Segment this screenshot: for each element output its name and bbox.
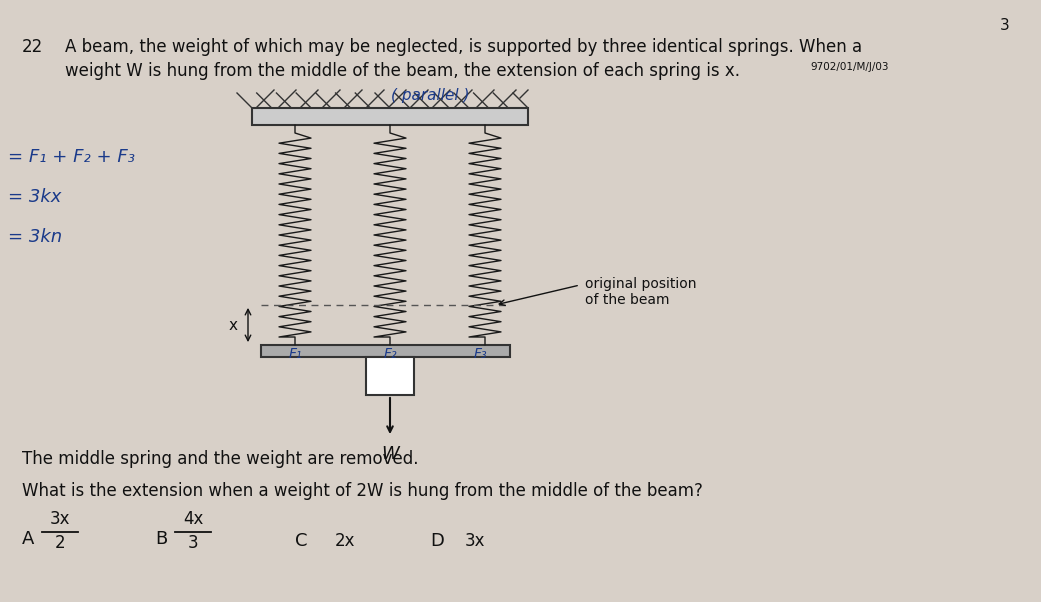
FancyBboxPatch shape	[252, 108, 528, 125]
Text: B: B	[155, 530, 168, 548]
Text: F₁: F₁	[288, 347, 302, 361]
Text: 3x: 3x	[50, 510, 70, 528]
Text: 2: 2	[55, 534, 66, 552]
Text: 22: 22	[22, 38, 44, 56]
Text: F₃: F₃	[474, 347, 487, 361]
Text: weight W is hung from the middle of the beam, the extension of each spring is x.: weight W is hung from the middle of the …	[65, 62, 740, 80]
Bar	[366, 357, 414, 395]
Text: 3: 3	[1000, 18, 1010, 33]
Text: What is the extension when a weight of 2W is hung from the middle of the beam?: What is the extension when a weight of 2…	[22, 482, 703, 500]
Text: 9702/01/M/J/03: 9702/01/M/J/03	[810, 62, 889, 72]
Text: = 3kx: = 3kx	[8, 188, 61, 206]
Text: 3x: 3x	[465, 532, 485, 550]
Text: = F₁ + F₂ + F₃: = F₁ + F₂ + F₃	[8, 148, 135, 166]
Text: D: D	[430, 532, 443, 550]
Text: 2x: 2x	[335, 532, 355, 550]
Text: 3: 3	[187, 534, 199, 552]
Text: original position
of the beam: original position of the beam	[585, 277, 696, 307]
Text: A beam, the weight of which may be neglected, is supported by three identical sp: A beam, the weight of which may be negle…	[65, 38, 862, 56]
Text: W: W	[381, 445, 399, 463]
Text: C: C	[295, 532, 307, 550]
Text: F₂: F₂	[383, 347, 397, 361]
Text: ( parallel ): ( parallel )	[390, 88, 469, 103]
Text: A: A	[22, 530, 34, 548]
Text: The middle spring and the weight are removed.: The middle spring and the weight are rem…	[22, 450, 418, 468]
Bar	[261, 345, 510, 357]
Text: = 3kn: = 3kn	[8, 228, 62, 246]
Text: 4x: 4x	[183, 510, 203, 528]
Text: x: x	[229, 317, 238, 332]
